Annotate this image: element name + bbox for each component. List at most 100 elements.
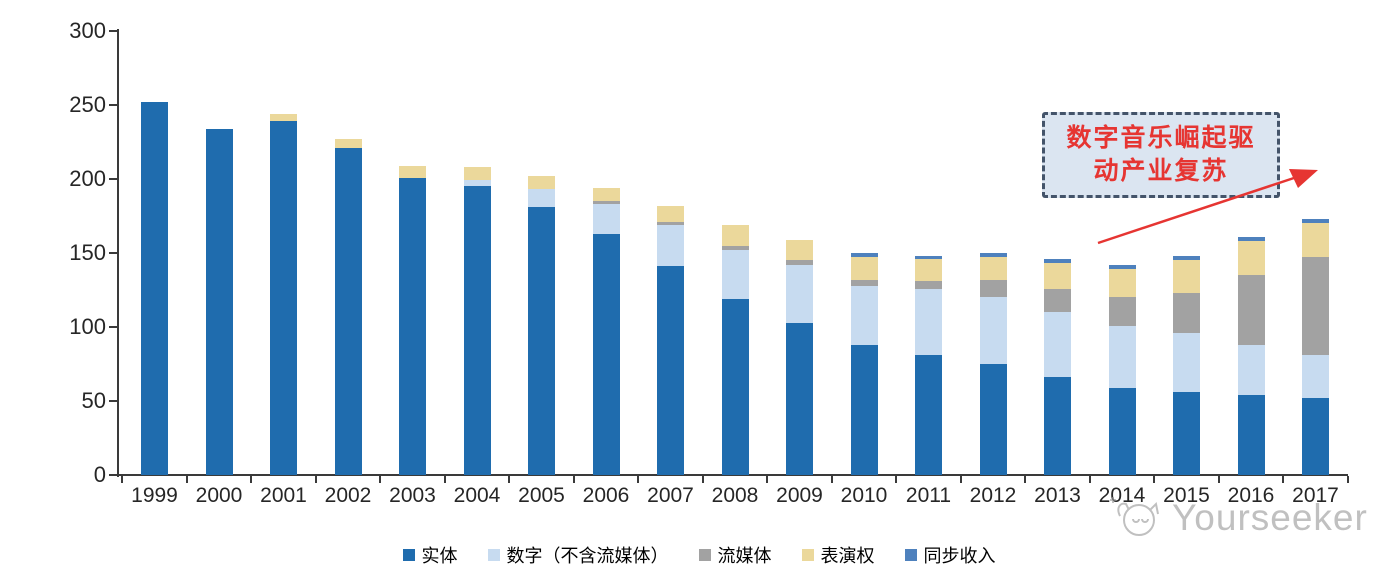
x-tick-label-2003: 2003 — [389, 484, 436, 507]
x-axis-tick — [895, 476, 897, 483]
chart-legend: 实体 数字（不含流媒体） 流媒体 表演权 同步收入 — [0, 540, 1398, 570]
legend-item-streaming: 流媒体 — [698, 542, 772, 568]
bar-segment-2016 — [1237, 236, 1265, 242]
x-axis-tick — [443, 476, 446, 483]
x-axis-tick — [1153, 476, 1155, 483]
y-axis-tick — [109, 252, 117, 254]
y-axis-tick — [109, 474, 117, 476]
bar-segment-2001 — [270, 113, 297, 122]
bar-segment-2017 — [1302, 355, 1329, 399]
y-axis — [117, 29, 119, 477]
x-tick-label-2012: 2012 — [969, 484, 1017, 507]
bar-segment-2016 — [1237, 241, 1265, 276]
bar-segment-2015 — [1173, 260, 1200, 293]
bar-segment-2001 — [270, 121, 297, 475]
x-axis-tick — [250, 476, 252, 483]
x-tick-label-2010: 2010 — [840, 484, 888, 507]
bar-segment-2010 — [850, 257, 878, 280]
legend-swatch-streaming-icon — [698, 549, 711, 561]
legend-label-digital: 数字（不含流媒体） — [506, 546, 669, 566]
y-tick-label: 150 — [69, 240, 106, 265]
x-axis-tick — [1346, 476, 1349, 483]
bar-segment-2009 — [786, 260, 813, 265]
x-tick-label-2013: 2013 — [1034, 484, 1081, 507]
y-tick-label: 200 — [69, 166, 106, 191]
legend-label-performance: 表演权 — [820, 546, 875, 566]
bar-segment-2015 — [1173, 392, 1200, 475]
bar-segment-2017 — [1302, 218, 1329, 224]
bar-segment-2004 — [463, 180, 491, 187]
annotation-text-line2: 动产业复苏 — [1093, 158, 1229, 185]
y-axis-tick — [109, 178, 117, 180]
legend-item-sync: 同步收入 — [904, 542, 996, 568]
bar-segment-2011 — [915, 255, 942, 259]
annotation-arrow-icon — [1097, 169, 1318, 245]
bar-segment-2016 — [1237, 395, 1265, 475]
bar-segment-2016 — [1237, 275, 1265, 345]
bar-segment-2007 — [657, 205, 684, 222]
bar-segment-2014 — [1108, 264, 1136, 270]
x-axis-tick — [637, 476, 639, 483]
bar-segment-2008 — [721, 245, 749, 251]
bar-segment-2005 — [528, 207, 555, 475]
bar-segment-2015 — [1173, 255, 1200, 261]
bar-segment-2006 — [592, 187, 620, 202]
y-axis-tick — [109, 326, 117, 328]
x-tick-label-2002: 2002 — [324, 484, 372, 507]
x-axis-tick — [766, 476, 768, 483]
legend-swatch-sync-icon — [904, 549, 917, 561]
x-tick-label-2015: 2015 — [1163, 484, 1210, 507]
bar-segment-2010 — [850, 253, 878, 258]
bar-segment-2008 — [721, 298, 749, 475]
legend-label-sync: 同步收入 — [923, 546, 996, 566]
x-tick-label-2009: 2009 — [776, 484, 823, 507]
bar-segment-2015 — [1173, 332, 1200, 393]
bar-segment-2006 — [592, 233, 620, 475]
watermark-text: Yourseeker — [1172, 497, 1368, 538]
x-axis-tick — [508, 476, 510, 483]
bar-segment-2013 — [1044, 263, 1071, 289]
bar-segment-2014 — [1108, 387, 1136, 475]
bar-segment-2008 — [721, 224, 749, 246]
bar-segment-2013 — [1044, 288, 1071, 313]
x-axis-tick — [572, 476, 575, 483]
bar-segment-2012 — [979, 257, 1007, 280]
bar-segment-2012 — [979, 364, 1007, 475]
bar-segment-2016 — [1237, 344, 1265, 396]
bar-segment-2014 — [1108, 297, 1136, 326]
x-axis-tick — [1282, 476, 1284, 483]
bar-segment-2009 — [786, 264, 813, 323]
bar-segment-2007 — [657, 224, 684, 267]
bar-segment-2009 — [786, 322, 813, 475]
legend-label-streaming: 流媒体 — [717, 546, 772, 566]
x-axis-tick — [1088, 476, 1091, 483]
bar-segment-2007 — [657, 221, 684, 225]
bar-segment-2004 — [463, 167, 491, 181]
x-tick-label-2017: 2017 — [1292, 484, 1339, 507]
legend-swatch-physical-icon — [402, 549, 415, 561]
y-axis-tick — [109, 400, 117, 402]
bar-segment-2013 — [1044, 258, 1071, 264]
x-axis-tick — [314, 476, 317, 483]
x-tick-label-2007: 2007 — [647, 484, 694, 507]
bar-segment-2010 — [850, 285, 878, 345]
bar-segment-2002 — [334, 139, 362, 148]
bar-segment-2014 — [1108, 325, 1136, 388]
legend-item-performance: 表演权 — [801, 542, 875, 568]
watermark: Yourseeker — [1106, 494, 1398, 544]
legend-label-physical: 实体 — [421, 546, 458, 566]
x-axis-tick — [959, 476, 962, 483]
bar-segment-2003 — [399, 165, 426, 178]
bar-segment-2011 — [915, 258, 942, 282]
bar-segment-2009 — [786, 239, 813, 261]
x-axis — [112, 474, 1348, 476]
bar-segment-2007 — [657, 266, 684, 475]
bar-segment-2013 — [1044, 312, 1071, 378]
bar-segment-2011 — [915, 281, 942, 289]
bar-segment-2006 — [592, 204, 620, 234]
bar-segment-2012 — [979, 253, 1007, 258]
x-tick-label-1999: 1999 — [131, 484, 178, 507]
y-axis-tick — [109, 104, 117, 106]
x-axis-tick — [1217, 476, 1220, 483]
